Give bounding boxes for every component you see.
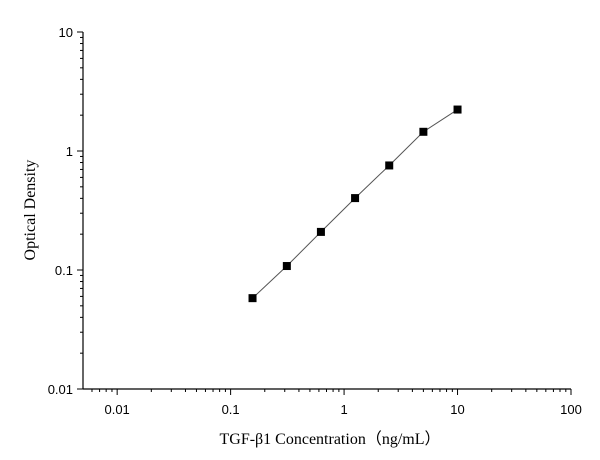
- y-tick-label: 0.01: [48, 382, 73, 397]
- x-tick-label: 10: [450, 402, 464, 417]
- data-points: [248, 105, 462, 303]
- data-point: [248, 294, 257, 303]
- y-tick-label: 10: [59, 25, 73, 40]
- x-tick-label: 0.01: [104, 402, 129, 417]
- data-point: [453, 105, 462, 114]
- data-point: [282, 262, 291, 271]
- data-point: [419, 127, 428, 136]
- x-tick-label: 1: [340, 402, 347, 417]
- y-tick-label: 1: [66, 144, 73, 159]
- data-point: [316, 227, 325, 236]
- x-axis-title: TGF-β1 Concentration（ng/mL）: [219, 430, 440, 448]
- x-tick-label: 0.1: [222, 402, 240, 417]
- y-tick-label: 0.1: [55, 263, 73, 278]
- axis-ticks: 0.01 0.1 1 10 100 0.01 0.1 1 10: [48, 25, 582, 417]
- data-point: [385, 161, 394, 170]
- data-point: [351, 194, 360, 203]
- x-tick-label: 100: [560, 402, 582, 417]
- y-axis-title: Optical Density: [22, 160, 39, 261]
